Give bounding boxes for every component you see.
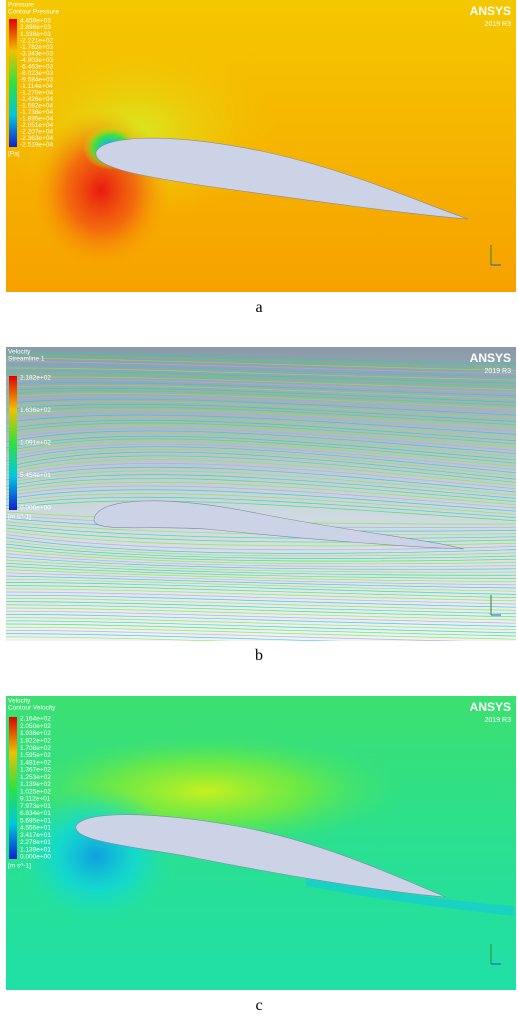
legend-label: 0.000e+00: [20, 505, 51, 512]
legend-label: 1.936e+02: [20, 730, 51, 737]
legend-subtitle: Contour Velocity: [8, 705, 56, 712]
version: 2019 R3: [485, 368, 512, 375]
legend-unit: [m s^-1]: [8, 514, 31, 521]
legend-label: 9.112e+01: [20, 796, 51, 803]
legend-label: 1.822e+02: [20, 738, 51, 745]
legend-label: 1.481e+02: [20, 759, 51, 766]
legend-label: 2.050e+02: [20, 723, 51, 730]
legend-unit: [m s^-1]: [8, 863, 31, 870]
legend-label: 1.595e+02: [20, 752, 51, 759]
legend-title: Velocity: [8, 698, 31, 705]
legend-label: 2.164e+02: [20, 716, 51, 723]
legend-label: 4.556e+01: [20, 825, 51, 832]
caption: b: [0, 647, 518, 665]
version: 2019 R3: [485, 21, 512, 28]
brand: ANSYS: [470, 351, 511, 365]
legend-label: 7.973e+01: [20, 803, 51, 810]
legend-label: 1.253e+02: [20, 774, 51, 781]
legend-label: 1.139e+01: [20, 846, 51, 853]
color-bar: [9, 717, 17, 859]
legend-label: 1.708e+02: [20, 745, 51, 752]
legend-title: Pressure: [8, 2, 34, 9]
color-bar: [9, 376, 17, 510]
page: {"panels": [ {"legend_title": "Pressure"…: [0, 0, 518, 1018]
version: 2019 R3: [485, 717, 512, 724]
legend-label: 1.636e+02: [20, 407, 51, 414]
legend-subtitle: Contour Pressure: [8, 9, 59, 16]
legend-label: -2.519e+04: [20, 142, 53, 149]
brand: ANSYS: [470, 700, 511, 714]
caption: a: [0, 299, 518, 317]
legend-label: 1.139e+02: [20, 781, 51, 788]
legend-label: 2.182e+02: [20, 375, 51, 382]
legend-label: 3.417e+01: [20, 832, 51, 839]
legend-label: 1.091e+02: [20, 440, 51, 447]
legend-title: Velocity: [8, 349, 31, 356]
legend-label: 5.454e+01: [20, 472, 51, 479]
legend-label: 0.000e+00: [20, 854, 51, 861]
legend-label: 6.834e+01: [20, 810, 51, 817]
legend-unit: [Pa]: [8, 151, 20, 158]
caption: c: [0, 997, 518, 1015]
legend-label: 2.278e+01: [20, 839, 51, 846]
color-bar: [9, 19, 17, 147]
streamline-panel: VelocityStreamline 1 2.182e+02 1.636e+02 1.…: [6, 347, 516, 641]
legend-subtitle: Streamline 1: [8, 356, 45, 363]
legend-label: 1.025e+02: [20, 788, 51, 795]
legend-label: 1.367e+02: [20, 767, 51, 774]
brand: ANSYS: [470, 4, 511, 18]
legend-label: 5.695e+01: [20, 817, 51, 824]
